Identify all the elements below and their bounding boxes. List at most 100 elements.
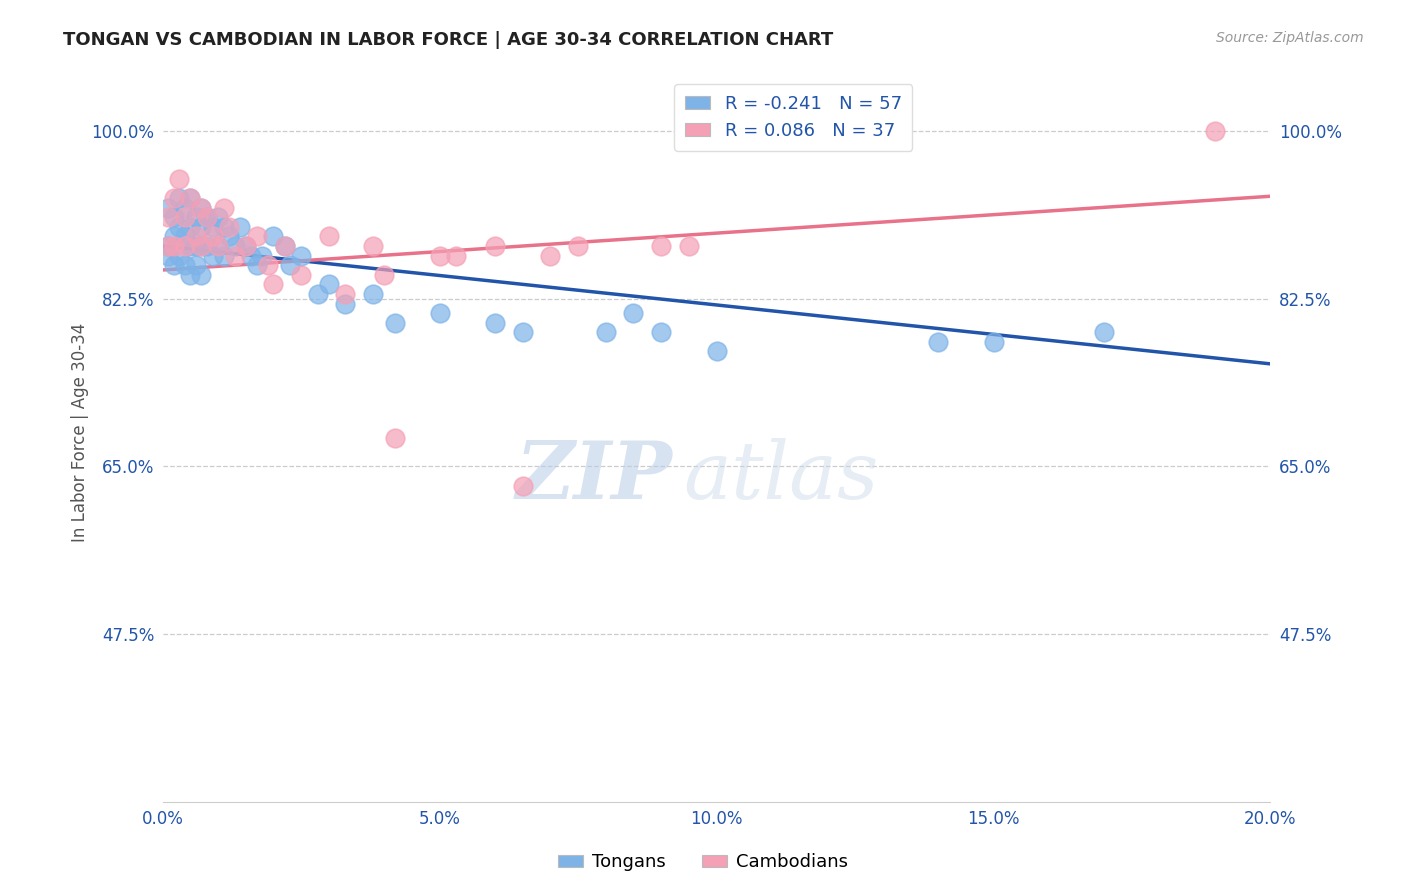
- Point: [163, 258, 186, 272]
- Point: [278, 258, 301, 272]
- Point: [190, 239, 212, 253]
- Point: [157, 239, 180, 253]
- Point: [678, 239, 700, 253]
- Point: [195, 239, 218, 253]
- Point: [235, 239, 257, 253]
- Point: [201, 229, 224, 244]
- Point: [218, 219, 240, 234]
- Point: [273, 239, 295, 253]
- Point: [163, 239, 186, 253]
- Point: [257, 258, 280, 272]
- Point: [184, 211, 207, 225]
- Point: [567, 239, 589, 253]
- Text: Source: ZipAtlas.com: Source: ZipAtlas.com: [1216, 31, 1364, 45]
- Point: [706, 344, 728, 359]
- Point: [163, 191, 186, 205]
- Point: [179, 239, 201, 253]
- Point: [184, 229, 207, 244]
- Point: [169, 191, 191, 205]
- Point: [429, 306, 451, 320]
- Point: [169, 249, 191, 263]
- Point: [246, 229, 269, 244]
- Point: [927, 334, 949, 349]
- Point: [173, 211, 195, 225]
- Point: [650, 239, 672, 253]
- Point: [623, 306, 645, 320]
- Point: [224, 239, 246, 253]
- Point: [512, 478, 534, 492]
- Point: [650, 325, 672, 339]
- Point: [179, 268, 201, 282]
- Point: [169, 172, 191, 186]
- Point: [318, 229, 340, 244]
- Point: [207, 211, 229, 225]
- Point: [212, 219, 235, 234]
- Text: atlas: atlas: [683, 438, 879, 516]
- Point: [190, 219, 212, 234]
- Point: [173, 201, 195, 215]
- Point: [335, 287, 357, 301]
- Point: [484, 316, 506, 330]
- Point: [361, 287, 384, 301]
- Point: [538, 249, 561, 263]
- Point: [212, 201, 235, 215]
- Point: [246, 258, 269, 272]
- Y-axis label: In Labor Force | Age 30-34: In Labor Force | Age 30-34: [72, 323, 89, 542]
- Point: [184, 239, 207, 253]
- Point: [195, 211, 218, 225]
- Point: [1092, 325, 1115, 339]
- Point: [190, 239, 212, 253]
- Point: [429, 249, 451, 263]
- Point: [157, 249, 180, 263]
- Point: [173, 239, 195, 253]
- Point: [179, 219, 201, 234]
- Point: [484, 239, 506, 253]
- Point: [190, 201, 212, 215]
- Point: [595, 325, 617, 339]
- Point: [179, 191, 201, 205]
- Point: [201, 249, 224, 263]
- Point: [207, 239, 229, 253]
- Point: [384, 431, 406, 445]
- Point: [163, 229, 186, 244]
- Point: [512, 325, 534, 339]
- Point: [190, 268, 212, 282]
- Point: [169, 219, 191, 234]
- Point: [252, 249, 274, 263]
- Point: [229, 219, 252, 234]
- Point: [262, 229, 284, 244]
- Point: [173, 258, 195, 272]
- Point: [444, 249, 467, 263]
- Text: ZIP: ZIP: [516, 438, 672, 516]
- Point: [235, 239, 257, 253]
- Point: [184, 258, 207, 272]
- Point: [195, 211, 218, 225]
- Point: [179, 191, 201, 205]
- Point: [212, 249, 235, 263]
- Legend: R = -0.241   N = 57, R = 0.086   N = 37: R = -0.241 N = 57, R = 0.086 N = 37: [673, 84, 912, 151]
- Point: [207, 239, 229, 253]
- Point: [157, 211, 180, 225]
- Point: [190, 201, 212, 215]
- Point: [273, 239, 295, 253]
- Text: TONGAN VS CAMBODIAN IN LABOR FORCE | AGE 30-34 CORRELATION CHART: TONGAN VS CAMBODIAN IN LABOR FORCE | AGE…: [63, 31, 834, 49]
- Point: [307, 287, 329, 301]
- Point: [373, 268, 395, 282]
- Point: [262, 277, 284, 292]
- Point: [361, 239, 384, 253]
- Point: [173, 229, 195, 244]
- Legend: Tongans, Cambodians: Tongans, Cambodians: [551, 847, 855, 879]
- Point: [163, 211, 186, 225]
- Point: [240, 249, 263, 263]
- Point: [224, 249, 246, 263]
- Point: [1204, 124, 1226, 138]
- Point: [218, 229, 240, 244]
- Point: [157, 201, 180, 215]
- Point: [983, 334, 1005, 349]
- Point: [335, 296, 357, 310]
- Point: [384, 316, 406, 330]
- Point: [201, 219, 224, 234]
- Point: [157, 239, 180, 253]
- Point: [290, 268, 312, 282]
- Point: [318, 277, 340, 292]
